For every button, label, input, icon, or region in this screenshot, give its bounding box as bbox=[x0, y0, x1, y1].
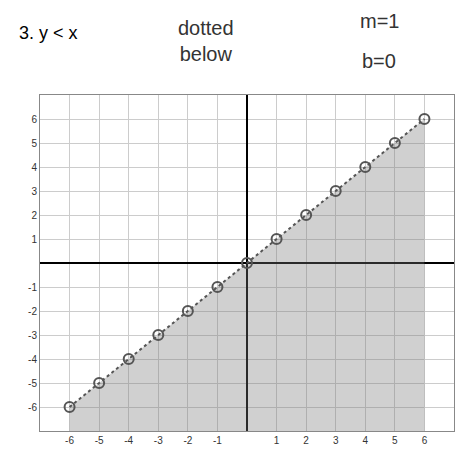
svg-text:-5: -5 bbox=[28, 378, 37, 389]
svg-text:5: 5 bbox=[31, 138, 37, 149]
svg-text:3: 3 bbox=[333, 435, 339, 446]
svg-text:2: 2 bbox=[303, 435, 309, 446]
svg-text:1: 1 bbox=[31, 234, 37, 245]
svg-text:-4: -4 bbox=[124, 435, 133, 446]
svg-text:-2: -2 bbox=[28, 306, 37, 317]
svg-text:-3: -3 bbox=[154, 435, 163, 446]
svg-text:dottedbelow: dottedbelow bbox=[178, 17, 234, 65]
svg-text:-1: -1 bbox=[213, 435, 222, 446]
svg-text:5: 5 bbox=[392, 435, 398, 446]
svg-text:6: 6 bbox=[422, 435, 428, 446]
svg-text:-1: -1 bbox=[28, 282, 37, 293]
svg-text:-2: -2 bbox=[183, 435, 192, 446]
svg-text:-3: -3 bbox=[28, 330, 37, 341]
svg-text:1: 1 bbox=[274, 435, 280, 446]
svg-text:2: 2 bbox=[31, 210, 37, 221]
svg-text:-6: -6 bbox=[28, 402, 37, 413]
svg-text:4: 4 bbox=[363, 435, 369, 446]
svg-text:6: 6 bbox=[31, 114, 37, 125]
svg-text:3: 3 bbox=[31, 186, 37, 197]
svg-text:b=0: b=0 bbox=[362, 50, 396, 72]
svg-text:-6: -6 bbox=[65, 435, 74, 446]
svg-text:-5: -5 bbox=[95, 435, 104, 446]
svg-text:m=1: m=1 bbox=[360, 10, 399, 32]
svg-text:3. y < x: 3. y < x bbox=[19, 23, 78, 43]
svg-text:4: 4 bbox=[31, 162, 37, 173]
svg-text:-4: -4 bbox=[28, 354, 37, 365]
